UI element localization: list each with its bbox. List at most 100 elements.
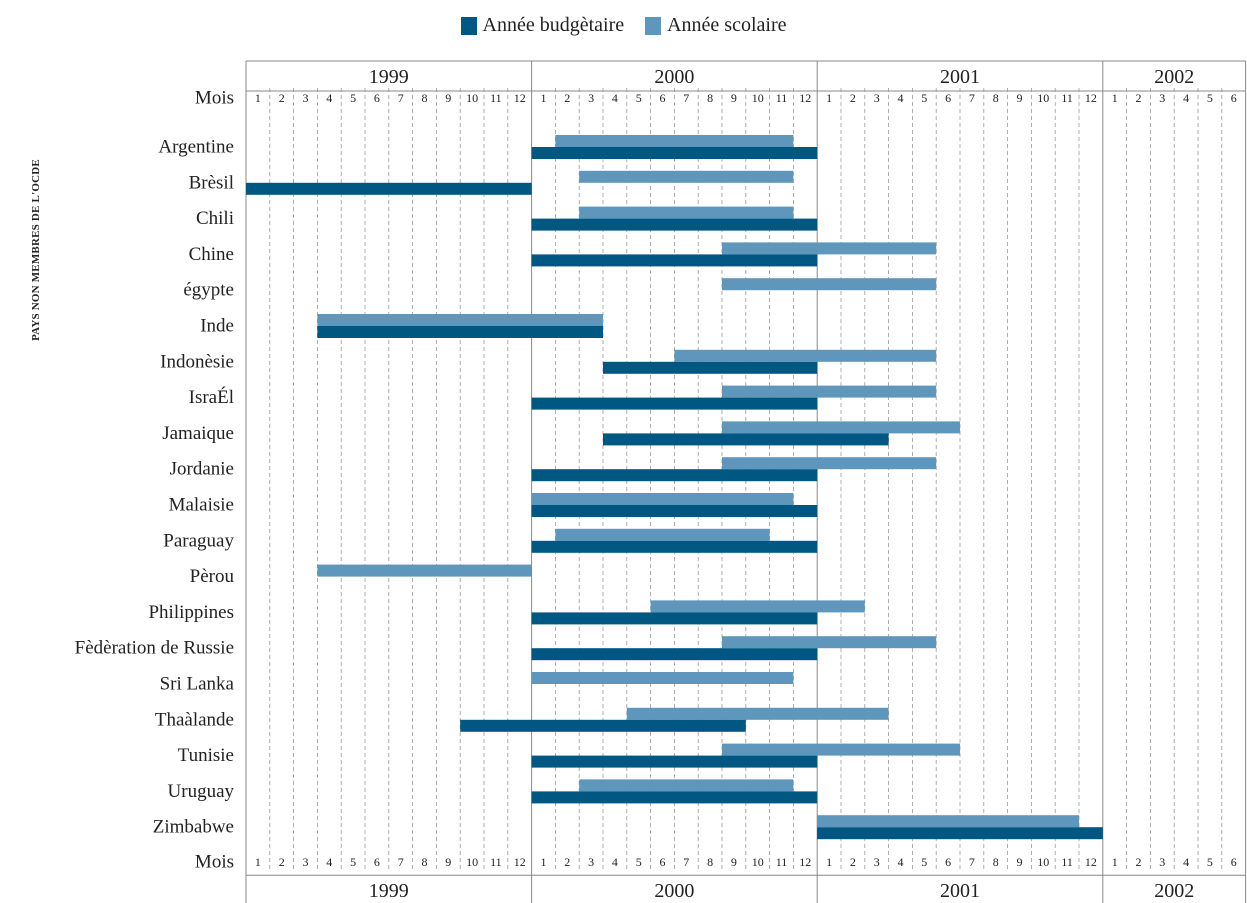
month-label-bottom: 8: [422, 855, 428, 869]
legend-swatch-school: [645, 16, 662, 35]
month-label-top: 4: [898, 91, 904, 105]
budget-year-bar: [460, 719, 746, 732]
budget-year-bar: [317, 326, 603, 338]
month-label-top: 3: [1159, 91, 1165, 105]
month-label-bottom: 7: [398, 855, 404, 869]
country-label: Fèdèration de Russie: [75, 638, 234, 659]
month-label-top: 7: [683, 91, 689, 105]
budget-year-bar: [531, 397, 818, 410]
month-label-bottom: 2: [279, 855, 285, 869]
month-label-top: 5: [1207, 91, 1213, 105]
month-label-bottom: 11: [1061, 855, 1073, 869]
month-label-bottom: 3: [1159, 855, 1165, 869]
month-label-top: 10: [752, 91, 764, 105]
month-label-bottom: 9: [731, 855, 737, 869]
school-year-bar: [722, 457, 937, 470]
country-label: Indonèsie: [160, 351, 234, 372]
month-label-bottom: 1: [541, 855, 547, 869]
month-label-top: 6: [945, 91, 951, 105]
country-label: Pèrou: [190, 566, 235, 587]
month-label-top: 2: [564, 91, 570, 105]
budget-year-bar: [603, 361, 818, 374]
mois-header-bottom: Mois: [195, 852, 234, 873]
month-label-top: 11: [776, 91, 788, 105]
month-label-bottom: 4: [898, 855, 904, 869]
month-label-top: 5: [636, 91, 642, 105]
school-year-bar: [722, 636, 937, 649]
month-label-bottom: 8: [707, 855, 713, 869]
year-label-bottom: 2000: [654, 880, 694, 902]
month-label-top: 12: [514, 91, 526, 105]
year-label-bottom: 1999: [369, 880, 409, 902]
month-label-top: 3: [874, 91, 880, 105]
month-label-top: 1: [1112, 91, 1118, 105]
month-label-bottom: 1: [826, 855, 832, 869]
month-label-top: 6: [660, 91, 666, 105]
budget-year-bar: [531, 755, 818, 768]
budget-year-bar: [531, 540, 818, 553]
month-label-top: 12: [1085, 91, 1097, 105]
month-label-bottom: 3: [303, 855, 309, 869]
month-label-bottom: 2: [1136, 855, 1142, 869]
month-label-top: 11: [1061, 91, 1073, 105]
month-label-bottom: 5: [636, 855, 642, 869]
budget-year-bar: [531, 218, 818, 231]
school-year-bar: [722, 385, 937, 398]
month-label-bottom: 12: [1085, 855, 1097, 869]
month-label-bottom: 11: [776, 855, 788, 869]
month-label-top: 2: [1136, 91, 1142, 105]
month-label-bottom: 11: [490, 855, 502, 869]
country-label: Inde: [200, 316, 234, 337]
month-label-top: 7: [969, 91, 975, 105]
month-label-top: 3: [588, 91, 594, 105]
month-label-bottom: 9: [1017, 855, 1023, 869]
mois-header-top: Mois: [195, 88, 234, 109]
country-label: Jordanie: [170, 459, 234, 480]
country-label: Thaàlande: [155, 709, 234, 730]
month-label-top: 6: [1231, 91, 1237, 105]
month-label-top: 6: [374, 91, 380, 105]
school-year-bar: [317, 314, 603, 326]
month-label-bottom: 6: [1231, 855, 1237, 869]
month-label-top: 8: [707, 91, 713, 105]
month-label-top: 1: [826, 91, 832, 105]
school-year-bar: [650, 600, 865, 613]
school-year-bar: [317, 564, 532, 577]
month-label-bottom: 7: [683, 855, 689, 869]
month-label-bottom: 10: [1037, 855, 1049, 869]
school-year-bar: [722, 743, 960, 756]
month-label-top: 2: [279, 91, 285, 105]
month-label-top: 5: [921, 91, 927, 105]
school-year-bar: [531, 672, 794, 684]
month-label-bottom: 5: [1207, 855, 1213, 869]
legend-swatch-budget: [460, 16, 477, 35]
country-label: Brèsil: [189, 172, 234, 193]
year-label-top: 2001: [940, 66, 980, 88]
country-label: égypte: [183, 280, 234, 301]
country-label: IsraÉl: [189, 386, 234, 408]
school-year-bar: [722, 278, 937, 291]
month-label-bottom: 5: [350, 855, 356, 869]
country-label: Paraguay: [163, 530, 234, 551]
month-label-top: 1: [541, 91, 547, 105]
country-label: Chine: [189, 244, 234, 265]
month-label-top: 3: [303, 91, 309, 105]
legend-item-budget: Année budgètaire: [460, 14, 624, 37]
budget-year-bar: [531, 469, 818, 482]
month-label-bottom: 8: [993, 855, 999, 869]
month-label-bottom: 10: [466, 855, 478, 869]
month-label-top: 9: [731, 91, 737, 105]
month-label-top: 2: [850, 91, 856, 105]
budget-year-bar: [603, 433, 889, 446]
month-label-top: 1: [255, 91, 261, 105]
school-year-bar: [579, 170, 794, 183]
budget-year-bar: [531, 648, 818, 661]
month-label-top: 7: [398, 91, 404, 105]
country-label: Argentine: [158, 137, 234, 158]
month-label-bottom: 12: [799, 855, 811, 869]
budget-year-bar: [531, 612, 818, 625]
school-year-bar: [817, 815, 1079, 828]
month-label-top: 10: [466, 91, 478, 105]
month-label-bottom: 6: [660, 855, 666, 869]
